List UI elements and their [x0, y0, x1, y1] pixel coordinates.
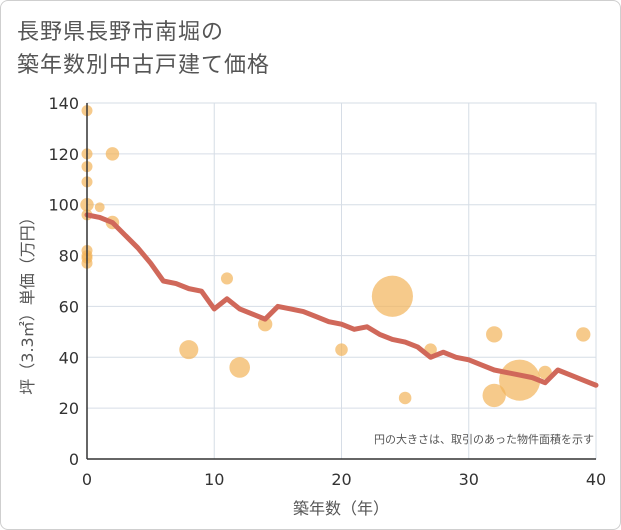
- bubble-point: [398, 391, 412, 405]
- bubble-point: [486, 326, 503, 343]
- bubble-size-note: 円の大きさは、取引のあった物件面積を示す: [374, 432, 594, 446]
- chart-title-line-1: 長野県長野市南堀の: [17, 20, 225, 45]
- y-tick-label: 100: [48, 196, 79, 215]
- bubble-point: [229, 357, 250, 378]
- x-tick-label: 0: [82, 470, 92, 489]
- bubble-point: [499, 359, 541, 401]
- y-tick-label: 120: [48, 145, 79, 164]
- tick-labels: 0 20 40 60 80 100 120 140 0 10 20 30 40: [48, 94, 606, 489]
- trend-line-group: [84, 212, 599, 388]
- bubble-point: [94, 202, 105, 213]
- x-tick-label: 40: [586, 470, 606, 489]
- bubble-point: [482, 383, 506, 408]
- bubble-point: [576, 327, 591, 342]
- bubble-point: [220, 272, 233, 285]
- x-tick-label: 30: [459, 470, 479, 489]
- bubble-series: [80, 105, 591, 408]
- x-tick-label: 20: [331, 470, 351, 489]
- x-axis-title: 築年数（年）: [293, 499, 389, 518]
- bubble-point: [335, 343, 348, 356]
- y-tick-label: 40: [59, 348, 79, 367]
- trend-line: [84, 212, 599, 388]
- bubble-point: [179, 340, 199, 360]
- y-tick-label: 60: [59, 297, 79, 316]
- y-tick-label: 20: [59, 399, 79, 418]
- chart-title-line-2: 築年数別中古戸建て価格: [17, 53, 271, 78]
- y-axis-title: 坪（3.3㎡）単価（万円）: [18, 209, 37, 394]
- axes: [86, 103, 596, 460]
- bubble-point: [105, 147, 120, 161]
- chart-title: 長野県長野市南堀の 築年数別中古戸建て価格: [17, 16, 270, 82]
- y-tick-label: 140: [48, 94, 79, 113]
- bubble-point: [371, 275, 413, 317]
- bubble-point: [257, 317, 273, 332]
- x-tick-label: 10: [204, 470, 224, 489]
- y-tick-label: 0: [69, 450, 79, 469]
- y-tick-label: 80: [59, 247, 79, 266]
